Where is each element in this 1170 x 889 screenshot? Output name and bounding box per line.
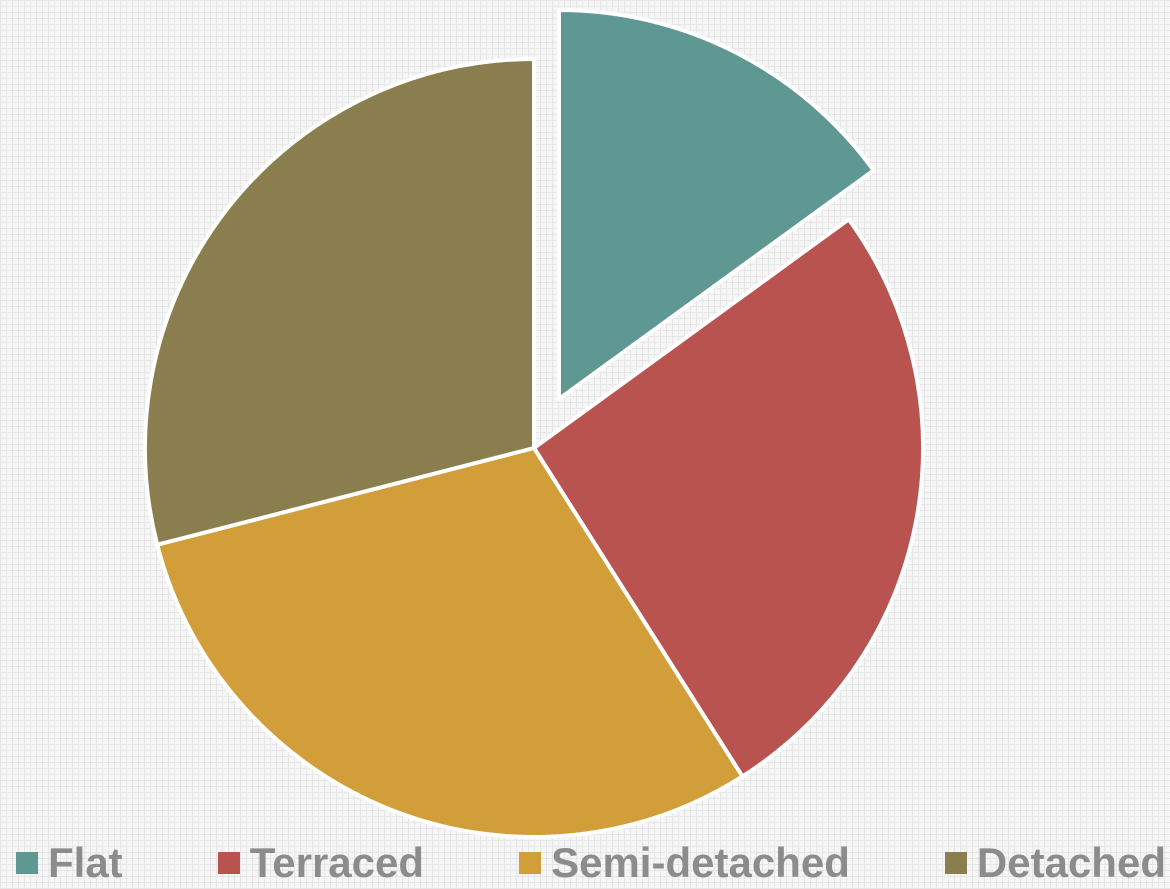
pie-slice bbox=[155, 446, 745, 839]
legend-entry: Terraced bbox=[217, 839, 425, 887]
legend-label: Detached bbox=[976, 839, 1166, 886]
pie-slice bbox=[556, 7, 876, 401]
legend-entry: Detached bbox=[944, 839, 1166, 887]
legend: Flat Terraced Semi-detached Detached bbox=[16, 838, 1166, 888]
legend-swatch bbox=[519, 852, 542, 874]
pie-slice bbox=[532, 217, 925, 779]
legend-swatch bbox=[16, 852, 38, 874]
chart bbox=[143, 7, 925, 839]
legend-swatch bbox=[217, 852, 240, 874]
legend-entry: Flat bbox=[16, 839, 123, 887]
pie-slice bbox=[143, 57, 536, 547]
legend-label: Flat bbox=[48, 839, 123, 886]
legend-entry: Semi-detached bbox=[519, 839, 850, 887]
legend-label: Semi-detached bbox=[551, 839, 850, 886]
legend-swatch bbox=[944, 852, 967, 874]
legend-label: Terraced bbox=[249, 839, 425, 886]
